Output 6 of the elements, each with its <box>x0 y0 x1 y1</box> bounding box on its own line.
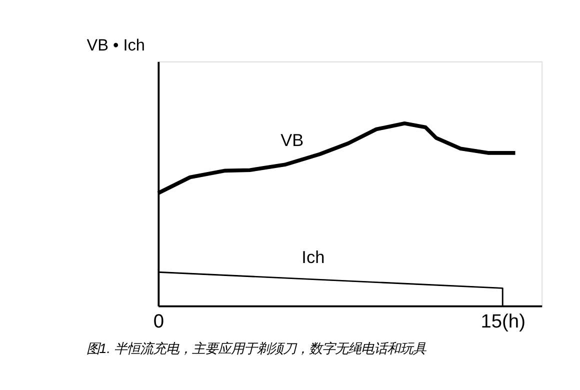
x-tick-label: 15(h) <box>480 311 526 332</box>
series-label: VB <box>280 130 304 150</box>
series-label: Ich <box>302 247 325 268</box>
x-tick-label: 0 <box>153 311 164 332</box>
caption: 图1. 半恒流充电，主要应用于剃须刀，数字无绳电话和玩具 <box>86 340 428 356</box>
y-axis-title: VB • Ich <box>86 36 145 54</box>
